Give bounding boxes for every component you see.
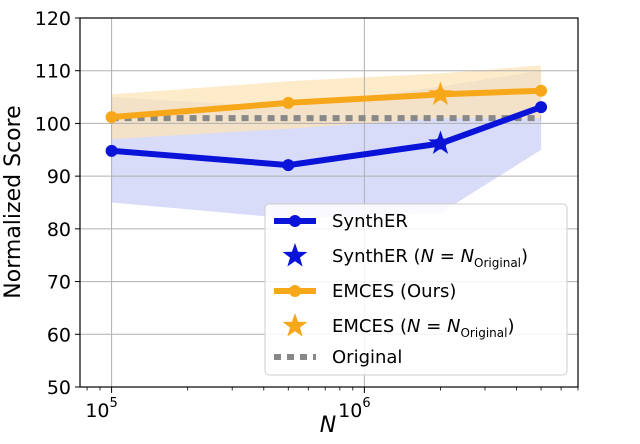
- legend-text-part: EMCES (: [332, 316, 407, 337]
- y-tick-label: 110: [35, 61, 71, 83]
- synther-star-marker: [428, 130, 453, 154]
- plot-border: [79, 17, 579, 388]
- y-tick-label: 90: [47, 166, 71, 188]
- x-axis-label: N: [320, 413, 336, 438]
- legend-var: N: [407, 316, 420, 337]
- x-tick-exponent: 6: [362, 396, 370, 411]
- legend-eq: =: [420, 316, 447, 337]
- series-lines: [105, 81, 548, 172]
- legend-label: EMCES (Ours): [332, 281, 456, 302]
- emces-line: [108, 87, 545, 121]
- legend-label: Original: [332, 347, 402, 368]
- legend-swatch-marker: [289, 215, 301, 227]
- legend-var: N: [461, 246, 474, 267]
- emces-point: [535, 84, 548, 97]
- legend-subscript: Original: [460, 326, 507, 340]
- legend-eq: =: [434, 246, 461, 267]
- y-tick-label: 120: [35, 8, 71, 30]
- y-axis-label: Normalized Score: [1, 105, 26, 298]
- synther-point: [105, 144, 118, 157]
- legend-close: ): [507, 316, 514, 337]
- confidence-bands: [111, 65, 542, 219]
- legend-label: SynthER (N = NOriginal): [332, 246, 528, 270]
- legend-swatch-star: [282, 313, 308, 337]
- legend-swatch-marker: [289, 285, 301, 297]
- x-tick-exponent: 5: [110, 396, 118, 411]
- y-tick-label: 50: [47, 377, 71, 399]
- legend-swatch-star: [282, 243, 308, 267]
- y-tick-label: 80: [47, 219, 71, 241]
- y-tick-label: 70: [47, 272, 71, 294]
- legend-label: EMCES (N = NOriginal): [332, 316, 514, 340]
- legend-close: ): [521, 246, 528, 267]
- legend-box: [264, 203, 568, 376]
- emces-star-marker: [428, 81, 453, 105]
- emces-point: [282, 96, 295, 109]
- legend-label: SynthER: [332, 211, 408, 232]
- emces-point: [105, 111, 118, 124]
- synther-line: [108, 104, 545, 169]
- plot-frame: [79, 17, 579, 388]
- y-tick-label: 100: [35, 113, 71, 135]
- synther-point: [282, 159, 295, 172]
- y-tick-label: 60: [47, 324, 71, 346]
- legend-var: N: [421, 246, 434, 267]
- legend-text-part: SynthER (: [332, 246, 421, 267]
- x-tick-label: 106: [338, 396, 370, 422]
- x-tick-label: 105: [85, 396, 117, 422]
- synther-point: [535, 101, 548, 114]
- legend-subscript: Original: [474, 256, 521, 270]
- legend-var: N: [447, 316, 460, 337]
